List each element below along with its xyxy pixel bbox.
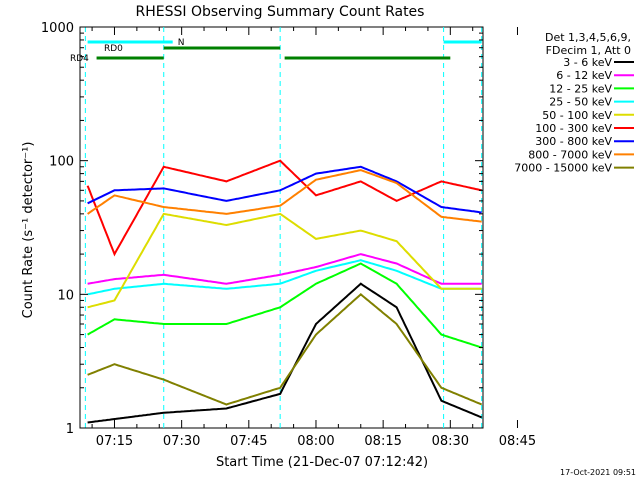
- flag-bars: N RD0 RD4: [70, 38, 482, 64]
- x-axis-label: Start Time (21-Dec-07 07:12:42): [216, 455, 428, 470]
- series-line-100-300-kev: [86, 159, 482, 257]
- x-tick-label: 07:15: [96, 434, 133, 449]
- series-line-7000-15000-kev: [87, 292, 483, 406]
- legend-label: 100 - 300 keV: [535, 122, 612, 135]
- x-tick-label: 07:45: [230, 434, 267, 449]
- y-tick-label: 1: [66, 422, 74, 437]
- x-axis: 07:15 07:30 07:45 08:00 08:15 08:30 08:45: [91, 27, 536, 449]
- legend-label: 3 - 6 keV: [563, 56, 612, 69]
- flag-label-rd0: RD0: [104, 44, 123, 54]
- series-line-25-50-kev: [87, 259, 482, 296]
- legend-label: 50 - 100 keV: [542, 109, 612, 122]
- timestamp: 17-Oct-2021 09:51: [560, 468, 636, 477]
- chart-marks: [84, 27, 483, 428]
- flag-label-n: N: [178, 38, 185, 48]
- y-tick-label: 10: [57, 288, 74, 303]
- series-line-12-25-kev: [87, 262, 482, 349]
- y-tick-label: 100: [49, 155, 74, 170]
- legend-label: 7000 - 15000 keV: [514, 162, 612, 175]
- legend-title-line-1: Det 1,3,4,5,6,9,: [545, 31, 631, 44]
- series-line-800-7000-kev: [87, 169, 482, 223]
- series-line-6-12-kev: [87, 253, 482, 285]
- series-line-300-800-kev: [87, 165, 482, 214]
- flag-label-rd4: RD4: [70, 54, 89, 64]
- x-tick-label: 08:15: [364, 434, 401, 449]
- x-tick-label: 07:30: [163, 434, 200, 449]
- series-line-50-100-kev: [87, 212, 482, 309]
- legend-label: 800 - 7000 keV: [528, 148, 612, 161]
- legend-label: 25 - 50 keV: [549, 96, 612, 109]
- legend-label: 12 - 25 keV: [549, 82, 612, 95]
- y-axis-label: Count Rate (s⁻¹ detector⁻¹): [21, 142, 36, 319]
- legend-title-line-2: FDecim 1, Att 0: [546, 44, 631, 57]
- series-line-3-6-kev: [87, 282, 483, 424]
- legend-label: 300 - 800 keV: [535, 135, 612, 148]
- legend-label: 6 - 12 keV: [556, 69, 612, 82]
- chart-title: RHESSI Observing Summary Count Rates: [136, 4, 425, 20]
- y-axis: 1 10 100 1000: [41, 21, 483, 437]
- y-tick-label: 1000: [41, 21, 74, 36]
- x-tick-label: 08:00: [297, 434, 334, 449]
- plot-area: [79, 26, 484, 429]
- x-tick-label: 08:45: [499, 434, 536, 449]
- x-tick-label: 08:30: [432, 434, 469, 449]
